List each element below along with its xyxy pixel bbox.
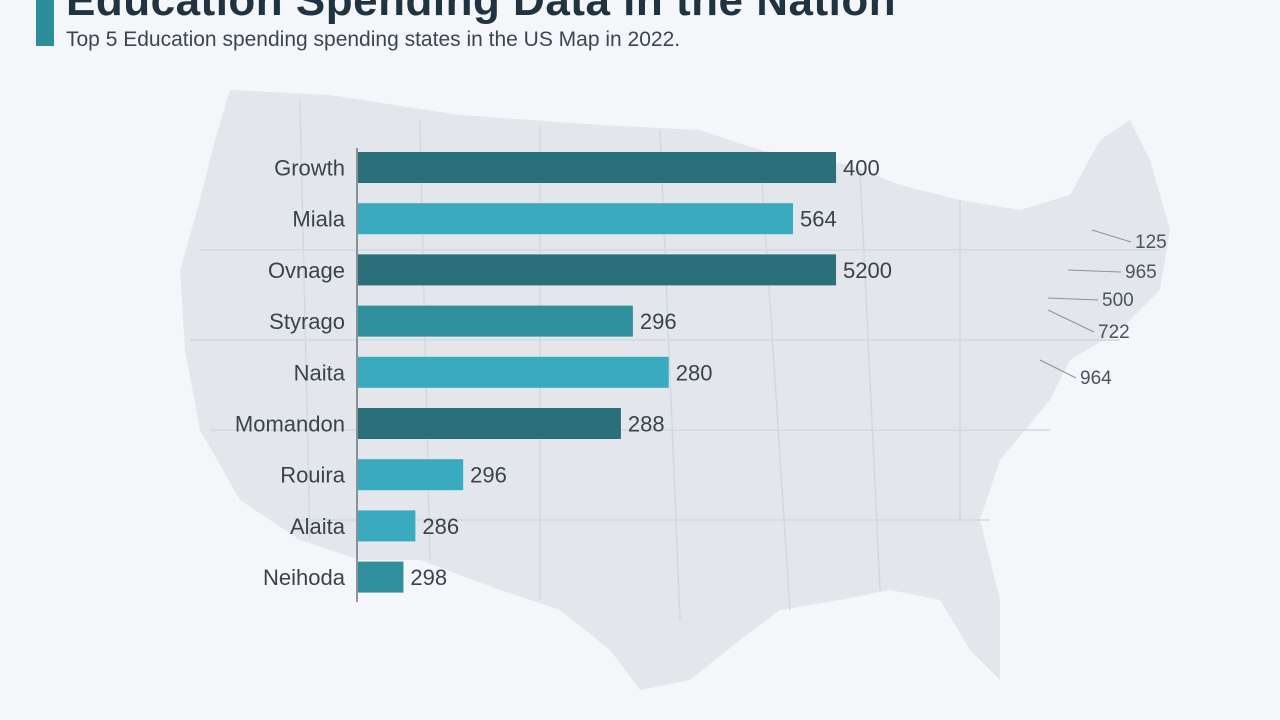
bar-7 [358, 510, 416, 542]
category-label-3: Styrago [269, 309, 345, 334]
value-label-3: 296 [640, 309, 677, 334]
value-label-5: 288 [628, 412, 665, 437]
annotation-label-2: 500 [1102, 290, 1134, 311]
bar-2 [358, 254, 837, 286]
value-label-8: 298 [410, 565, 447, 590]
annotation-label-1: 965 [1125, 262, 1157, 283]
category-label-4: Naita [294, 360, 346, 385]
page-title: Education Spending Data in the Nation [66, 0, 897, 25]
category-label-2: Ovnage [268, 258, 345, 283]
value-label-2: 5200 [843, 258, 892, 283]
category-label-7: Alaita [290, 514, 346, 539]
title-accent-bar [36, 0, 54, 46]
category-label-5: Momandon [235, 412, 345, 437]
annotation-leader-2 [1047, 297, 1099, 301]
annotation-leader-3 [1047, 309, 1095, 333]
value-label-4: 280 [676, 360, 713, 385]
bar-6 [358, 459, 464, 491]
bar-0 [358, 152, 837, 183]
annotation-leader-4 [1039, 359, 1077, 379]
bar-1 [358, 203, 794, 235]
annotation-leader-1 [1067, 269, 1122, 273]
value-label-6: 296 [470, 463, 507, 488]
page-subtitle: Top 5 Education spending spending states… [66, 28, 681, 51]
bar-5 [358, 408, 621, 439]
us-map-shape [180, 90, 1170, 690]
annotation-label-4: 964 [1080, 368, 1112, 389]
bar-4 [358, 356, 669, 388]
annotation-label-3: 722 [1098, 322, 1130, 343]
value-label-7: 286 [422, 514, 459, 539]
category-label-6: Rouira [280, 463, 346, 488]
annotation-label-0: 125 [1135, 232, 1167, 253]
annotation-leader-0 [1091, 229, 1132, 243]
category-label-1: Miala [292, 207, 345, 232]
category-label-8: Neihoda [263, 565, 346, 590]
value-label-0: 400 [843, 156, 880, 181]
bar-8 [358, 561, 404, 593]
bar-3 [358, 305, 633, 337]
category-label-0: Growth [274, 156, 345, 181]
value-label-1: 564 [800, 207, 837, 232]
